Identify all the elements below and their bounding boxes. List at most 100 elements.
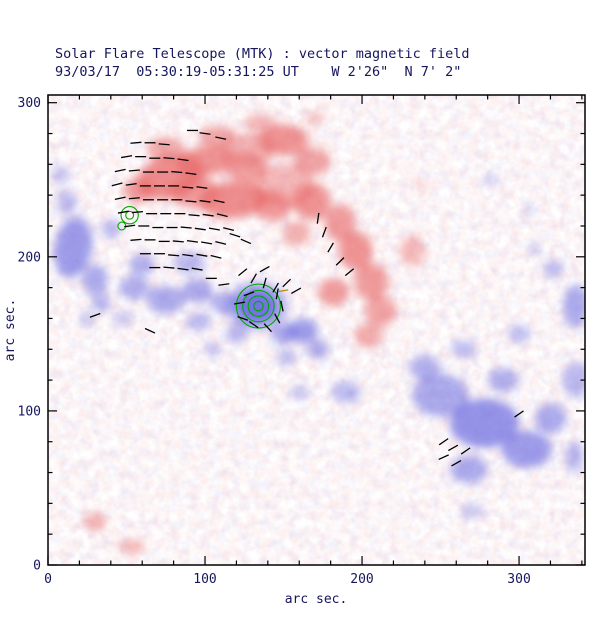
red-polarity-blob [84,512,107,532]
red-polarity-blob [399,235,425,267]
blue-polarity-blob [508,324,531,344]
field-vector [199,199,211,203]
red-polarity-blob [252,164,315,208]
contour-ring [125,210,135,220]
x-tick-label: 200 [350,572,373,587]
field-vector [218,283,230,286]
field-vector [215,240,227,245]
red-polarity-blob [146,136,185,162]
blue-polarity-blob [289,384,309,401]
blue-polarity-blob [286,318,319,344]
field-vector [111,182,123,187]
field-vector [114,168,126,173]
field-vector [234,301,246,305]
blue-polarity-blob [203,341,223,357]
field-vector [240,238,252,245]
field-vector [291,287,302,294]
red-polarity-blob [318,278,350,307]
contour-ring [253,300,264,312]
field-vector [451,460,462,467]
field-vectors-layer [89,129,524,467]
field-vector [196,186,208,189]
field-vector [272,282,279,293]
blue-polarity-blob [79,310,96,327]
field-vector [243,291,255,297]
field-vector [89,312,101,318]
red-polarity-blob [413,179,427,189]
blue-polarity-blob [113,310,133,327]
y-tick-label: 0 [33,559,41,574]
field-vector [171,170,183,174]
field-vector [460,447,471,455]
field-vector [124,224,136,228]
blue-polarity-blob [181,278,213,304]
red-polarity-blob [354,323,383,348]
red-polarity-blob [324,204,356,242]
field-vector [514,410,524,418]
y-axis-label: arc sec. [3,299,18,362]
red-polarity-blob [177,145,233,178]
y-tick-label: 300 [18,96,41,111]
field-vector [201,241,213,245]
blue-polarity-blob [146,286,185,314]
blue-polarity-blob [564,441,584,473]
field-vector [177,158,189,162]
field-vector [280,300,284,312]
contour-ring [120,206,139,225]
contour-ring [247,295,270,317]
blue-polarity-blob [82,264,108,296]
blue-polarity-blob [277,349,297,365]
field-vector [327,242,334,253]
green-contours-layer [117,206,281,329]
blue-polarity-blob [412,373,469,418]
blue-polarity-blob [501,430,553,468]
blue-polarity-blob [487,367,520,393]
blue-polarity-blob [332,381,361,404]
red-polarity-blob [338,232,374,270]
figure-subtitle: 93/03/17 05:30:19-05:31:25 UT W 2'26" N … [55,64,461,80]
blue-polarity-blob [563,284,585,328]
field-vector [196,253,208,257]
red-polarity-blob [281,221,311,247]
y-tick-label: 200 [18,250,41,265]
field-vector [144,327,156,334]
y-tick-label: 100 [18,404,41,419]
blue-polarity-blob [523,204,537,217]
field-vector [202,213,214,217]
field-vector [208,227,220,231]
field-vector [128,169,140,172]
field-vector [275,288,279,300]
field-vector [125,182,137,186]
blue-polarity-blob [225,324,248,344]
field-vector [185,200,197,203]
red-polarity-blob [305,110,325,126]
blue-polarity-blob [563,361,585,399]
polarity-blobs-layer [52,110,585,555]
blue-polarity-blob [528,242,542,256]
red-polarity-blob [244,113,276,132]
x-tick-label: 0 [44,572,52,587]
blue-polarity-blob [52,164,69,186]
contour-ring [242,289,275,323]
figure-title: Solar Flare Telescope (MTK) : vector mag… [55,46,470,62]
x-tick-label: 300 [507,572,530,587]
field-vector [163,266,175,269]
field-vector [210,254,222,259]
field-vector [215,136,227,140]
field-vector [282,278,292,288]
field-vector [177,267,189,271]
field-vector [194,227,206,231]
axes-layer: 0 100 200 300 0 100 200 300 [18,94,586,587]
field-vector [114,196,126,201]
field-vector [321,226,327,238]
blue-polarity-blob [534,403,567,435]
blue-polarity-blob [186,312,212,331]
field-vector [158,143,170,146]
field-vector [262,277,267,289]
field-vector [237,315,249,321]
blue-polarity-blob [57,190,77,216]
field-vector [438,454,449,461]
field-vector [130,141,142,144]
